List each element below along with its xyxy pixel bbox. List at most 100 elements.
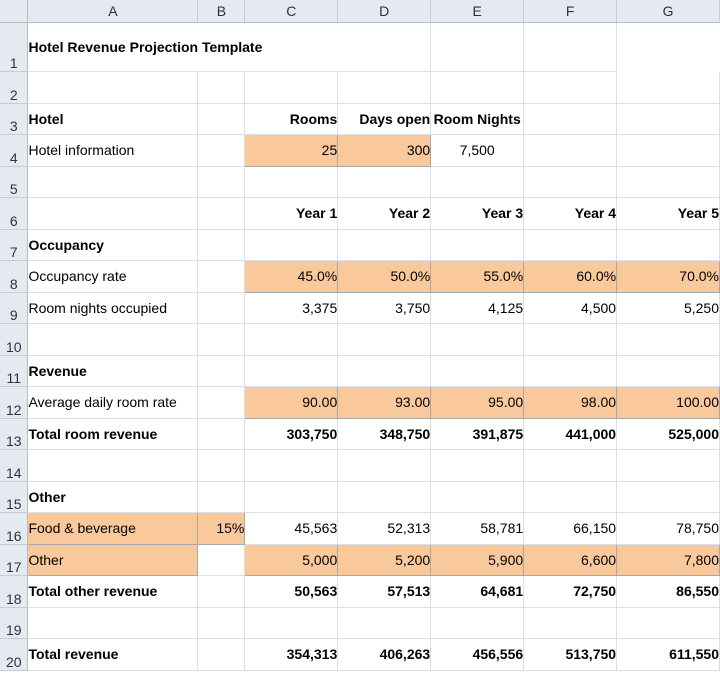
adr-year-5[interactable]: 100.00 xyxy=(616,386,720,419)
cell-e14[interactable] xyxy=(430,449,525,482)
column-header-b[interactable]: B xyxy=(197,0,246,23)
year-3-header[interactable]: Year 3 xyxy=(430,197,525,230)
sheet-title[interactable]: Hotel Revenue Projection Template xyxy=(27,22,432,72)
cell-b13[interactable] xyxy=(197,418,246,450)
select-all-corner[interactable] xyxy=(0,0,29,23)
year-5-header[interactable]: Year 5 xyxy=(616,197,720,230)
revenue-section-label[interactable]: Revenue xyxy=(27,355,199,387)
row-header-13[interactable]: 13 xyxy=(0,418,29,450)
cell-c5[interactable] xyxy=(244,166,339,198)
total-other-revenue-year-1[interactable]: 50,563 xyxy=(244,575,339,608)
cell-c14[interactable] xyxy=(244,449,339,482)
other-revenue-label[interactable]: Other xyxy=(27,543,199,576)
room-nights-header[interactable]: Room Nights xyxy=(430,103,525,135)
cell-d10[interactable] xyxy=(337,323,432,356)
total-revenue-year-1[interactable]: 354,313 xyxy=(244,638,339,671)
days-open-header[interactable]: Days open xyxy=(337,103,432,135)
cell-g7[interactable] xyxy=(616,229,720,261)
cell-e10[interactable] xyxy=(430,323,525,356)
food-beverage-year-1[interactable]: 45,563 xyxy=(244,512,339,545)
cell-d7[interactable] xyxy=(337,229,432,261)
cell-b7[interactable] xyxy=(197,229,246,261)
room-nights-occupied-year-3[interactable]: 4,125 xyxy=(430,292,525,324)
occupancy-rate-label[interactable]: Occupancy rate xyxy=(27,260,199,293)
cell-b12[interactable] xyxy=(197,386,246,419)
cell-g5[interactable] xyxy=(616,166,720,198)
room-nights-occupied-label[interactable]: Room nights occupied xyxy=(27,292,199,324)
other-section-label[interactable]: Other xyxy=(27,481,199,513)
rooms-input[interactable]: 25 xyxy=(244,134,339,167)
total-room-revenue-year-2[interactable]: 348,750 xyxy=(337,418,432,450)
cell-e5[interactable] xyxy=(430,166,525,198)
food-beverage-label[interactable]: Food & beverage xyxy=(27,512,199,545)
row-header-6[interactable]: 6 xyxy=(0,197,29,230)
room-nights-value[interactable]: 7,500 xyxy=(430,134,525,167)
total-other-revenue-year-4[interactable]: 72,750 xyxy=(523,575,618,608)
row-header-3[interactable]: 3 xyxy=(0,103,29,135)
total-revenue-year-4[interactable]: 513,750 xyxy=(523,638,618,671)
cell-f14[interactable] xyxy=(523,449,618,482)
room-nights-occupied-year-2[interactable]: 3,750 xyxy=(337,292,432,324)
cell-c2[interactable] xyxy=(244,71,339,104)
row-header-9[interactable]: 9 xyxy=(0,292,29,324)
cell-c11[interactable] xyxy=(244,355,339,387)
food-beverage-year-5[interactable]: 78,750 xyxy=(616,512,720,545)
cell-g4[interactable] xyxy=(616,134,720,167)
adr-year-1[interactable]: 90.00 xyxy=(244,386,339,419)
cell-f1[interactable] xyxy=(430,22,525,72)
cell-b20[interactable] xyxy=(197,638,246,671)
cell-f19[interactable] xyxy=(523,607,618,639)
cell-b4[interactable] xyxy=(197,134,246,167)
adr-year-3[interactable]: 95.00 xyxy=(430,386,525,419)
cell-g19[interactable] xyxy=(616,607,720,639)
cell-b5[interactable] xyxy=(197,166,246,198)
average-daily-room-rate-label[interactable]: Average daily room rate xyxy=(27,386,199,419)
cell-g3[interactable] xyxy=(616,103,720,135)
cell-f7[interactable] xyxy=(523,229,618,261)
room-nights-occupied-year-5[interactable]: 5,250 xyxy=(616,292,720,324)
occupancy-rate-year-2[interactable]: 50.0% xyxy=(337,260,432,293)
column-header-c[interactable]: C xyxy=(244,0,339,23)
cell-g11[interactable] xyxy=(616,355,720,387)
other-revenue-year-5[interactable]: 7,800 xyxy=(616,543,720,576)
cell-b9[interactable] xyxy=(197,292,246,324)
cell-c7[interactable] xyxy=(244,229,339,261)
row-header-18[interactable]: 18 xyxy=(0,575,29,608)
row-header-12[interactable]: 12 xyxy=(0,386,29,419)
row-header-16[interactable]: 16 xyxy=(0,512,29,545)
adr-year-4[interactable]: 98.00 xyxy=(523,386,618,419)
cell-b10[interactable] xyxy=(197,323,246,356)
cell-f10[interactable] xyxy=(523,323,618,356)
hotel-information-label[interactable]: Hotel information xyxy=(27,134,199,167)
column-header-g[interactable]: G xyxy=(616,0,720,23)
cell-b3[interactable] xyxy=(197,103,246,135)
row-header-20[interactable]: 20 xyxy=(0,638,29,671)
row-header-7[interactable]: 7 xyxy=(0,229,29,261)
cell-b14[interactable] xyxy=(197,449,246,482)
other-revenue-year-2[interactable]: 5,200 xyxy=(337,543,432,576)
row-header-5[interactable]: 5 xyxy=(0,166,29,198)
cell-a19[interactable] xyxy=(27,607,199,639)
total-revenue-year-3[interactable]: 456,556 xyxy=(430,638,525,671)
occupancy-rate-year-5[interactable]: 70.0% xyxy=(616,260,720,293)
total-room-revenue-year-4[interactable]: 441,000 xyxy=(523,418,618,450)
row-header-17[interactable]: 17 xyxy=(0,544,29,576)
year-1-header[interactable]: Year 1 xyxy=(244,197,339,230)
cell-f11[interactable] xyxy=(523,355,618,387)
total-other-revenue-year-2[interactable]: 57,513 xyxy=(337,575,432,608)
row-header-4[interactable]: 4 xyxy=(0,134,29,167)
cell-f2[interactable] xyxy=(523,71,618,104)
row-header-15[interactable]: 15 xyxy=(0,481,29,513)
total-room-revenue-label[interactable]: Total room revenue xyxy=(27,418,199,450)
cell-g2[interactable] xyxy=(616,71,720,104)
cell-g14[interactable] xyxy=(616,449,720,482)
cell-g1[interactable] xyxy=(523,22,618,72)
cell-a2[interactable] xyxy=(27,71,199,104)
cell-g10[interactable] xyxy=(616,323,720,356)
food-beverage-year-3[interactable]: 58,781 xyxy=(430,512,525,545)
other-revenue-year-3[interactable]: 5,900 xyxy=(430,543,525,576)
year-2-header[interactable]: Year 2 xyxy=(337,197,432,230)
cell-e19[interactable] xyxy=(430,607,525,639)
cell-b15[interactable] xyxy=(197,481,246,513)
occupancy-rate-year-1[interactable]: 45.0% xyxy=(244,260,339,293)
